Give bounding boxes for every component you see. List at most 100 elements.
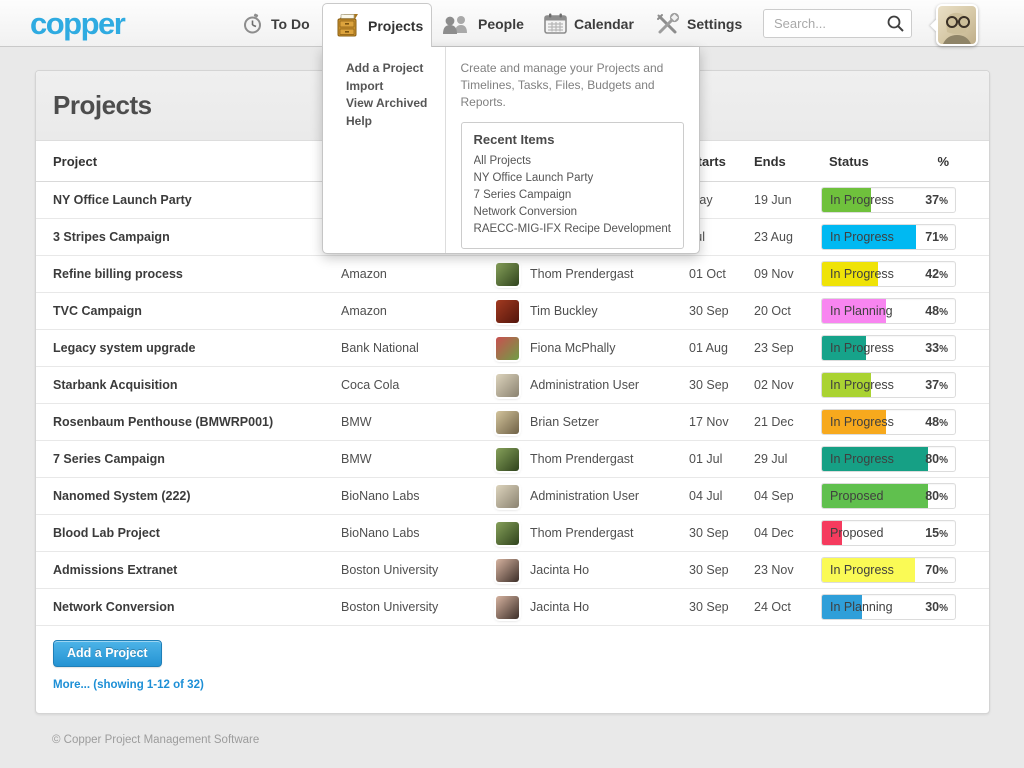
owner-name: Brian Setzer: [530, 415, 599, 429]
project-name[interactable]: Admissions Extranet: [53, 563, 178, 577]
status-label: In Progress: [830, 230, 894, 244]
starts-date: 01 Oct: [689, 267, 726, 281]
status-percent: 80%: [925, 452, 955, 466]
status-percent-number: 37: [925, 378, 940, 392]
recent-item-all-projects[interactable]: All Projects: [473, 155, 532, 167]
status-percent: 48%: [925, 304, 955, 318]
table-row: Legacy system upgrade Bank National Fion…: [36, 330, 989, 367]
project-name[interactable]: Blood Lab Project: [53, 526, 160, 540]
status-percent-sign: %: [939, 455, 948, 466]
project-name[interactable]: Rosenbaum Penthouse (BMWRP001): [53, 415, 274, 429]
project-name[interactable]: 7 Series Campaign: [53, 452, 165, 466]
status-bar: [822, 595, 862, 619]
menu-item-view-archived[interactable]: View Archived: [346, 96, 428, 110]
col-header-percent: %: [937, 153, 949, 169]
status-progress-box: In Progress 71%: [821, 224, 956, 250]
owner-avatar: [496, 299, 519, 323]
owner-cell: Thom Prendergast: [496, 447, 689, 471]
search-input[interactable]: [763, 9, 912, 38]
project-name[interactable]: Starbank Acquisition: [53, 378, 178, 392]
copper-logo[interactable]: copper: [30, 6, 126, 41]
project-name[interactable]: Network Conversion: [53, 600, 175, 614]
people-icon: [441, 13, 471, 35]
ends-date: 29 Jul: [754, 452, 788, 466]
project-name[interactable]: TVC Campaign: [53, 304, 142, 318]
status-percent: 42%: [925, 267, 955, 281]
table-row: Nanomed System (222) BioNano Labs Admini…: [36, 478, 989, 515]
tab-projects-active[interactable]: Projects: [322, 3, 432, 47]
file-cabinet-icon: [335, 11, 360, 41]
project-name[interactable]: Legacy system upgrade: [53, 341, 196, 355]
client-name: BMW: [341, 415, 372, 429]
more-pagination-link[interactable]: More... (showing 1-12 of 32): [53, 679, 204, 691]
nav-label-calendar: Calendar: [574, 15, 634, 32]
status-bar: [822, 447, 929, 471]
status-bar: [822, 299, 886, 323]
owner-name: Thom Prendergast: [530, 452, 634, 466]
project-name[interactable]: Nanomed System (222): [53, 489, 191, 503]
status-percent-number: 48: [925, 304, 940, 318]
menu-item-help[interactable]: Help: [346, 113, 373, 128]
ends-date: 04 Sep: [754, 489, 794, 503]
status-bar: [822, 558, 916, 582]
status-progress-box: In Progress 48%: [821, 409, 956, 435]
status-percent-number: 70: [925, 563, 940, 577]
status-progress-box: In Progress 80%: [821, 446, 956, 472]
user-avatar[interactable]: [936, 4, 978, 46]
projects-dropdown-menu: Add a Project Import View Archived Help …: [322, 47, 700, 254]
starts-date: 01 Aug: [689, 341, 728, 355]
copyright-footer: © Copper Project Management Software: [52, 734, 260, 746]
nav-item-calendar[interactable]: Calendar: [544, 0, 634, 47]
owner-name: Administration User: [530, 378, 640, 392]
ends-date: 24 Oct: [754, 600, 791, 614]
status-bar: [822, 225, 917, 249]
status-bar: [822, 188, 872, 212]
status-percent-sign: %: [939, 307, 948, 318]
status-bar: [822, 262, 878, 286]
recent-item-raecc-mig-ifx[interactable]: RAECC-MIG-IFX Recipe Development: [473, 223, 671, 235]
client-name: Boston University: [341, 600, 439, 614]
owner-avatar: [496, 484, 519, 508]
owner-name: Administration User: [530, 489, 640, 503]
menu-item-import[interactable]: Import: [346, 78, 384, 93]
nav-item-todo[interactable]: To Do: [242, 0, 310, 47]
nav-item-people[interactable]: People: [441, 0, 524, 47]
client-name: Coca Cola: [341, 378, 400, 392]
project-name[interactable]: 3 Stripes Campaign: [53, 230, 170, 244]
status-percent-number: 42: [925, 267, 940, 281]
recent-item-ny-office-launch-party[interactable]: NY Office Launch Party: [473, 172, 594, 184]
status-progress-box: Proposed 80%: [821, 483, 956, 509]
status-bar: [822, 484, 929, 508]
status-label: In Progress: [830, 563, 894, 577]
starts-date: 30 Sep: [689, 600, 729, 614]
starts-date: 30 Sep: [689, 563, 729, 577]
project-name[interactable]: NY Office Launch Party: [53, 193, 192, 207]
starts-date: 04 Jul: [689, 489, 723, 503]
status-percent-sign: %: [939, 603, 948, 614]
nav-item-settings[interactable]: Settings: [655, 0, 742, 47]
starts-date: 17 Nov: [689, 415, 729, 429]
owner-cell: Brian Setzer: [496, 410, 689, 434]
table-row: Network Conversion Boston University Jac…: [36, 589, 989, 626]
owner-cell: Jacinta Ho: [496, 595, 689, 619]
owner-cell: Thom Prendergast: [496, 262, 689, 286]
owner-avatar: [496, 558, 519, 582]
menu-item-add-a-project[interactable]: Add a Project: [346, 61, 424, 75]
ends-date: 20 Oct: [754, 304, 791, 318]
ends-date: 23 Aug: [754, 230, 793, 244]
search-icon[interactable]: [886, 14, 905, 38]
recent-item-7-series-campaign[interactable]: 7 Series Campaign: [473, 189, 572, 201]
status-label: Proposed: [830, 489, 884, 503]
search-box: [763, 9, 912, 38]
recent-item-network-conversion[interactable]: Network Conversion: [473, 206, 578, 218]
owner-name: Thom Prendergast: [530, 526, 634, 540]
client-name: BMW: [341, 452, 372, 466]
status-percent: 71%: [925, 230, 955, 244]
project-name[interactable]: Refine billing process: [53, 267, 183, 281]
status-label: In Progress: [830, 378, 894, 392]
table-row: Blood Lab Project BioNano Labs Thom Pren…: [36, 515, 989, 552]
add-project-button[interactable]: Add a Project: [53, 640, 162, 667]
table-row: Rosenbaum Penthouse (BMWRP001) BMW Brian…: [36, 404, 989, 441]
owner-cell: Jacinta Ho: [496, 558, 689, 582]
client-name: Amazon: [341, 267, 387, 281]
